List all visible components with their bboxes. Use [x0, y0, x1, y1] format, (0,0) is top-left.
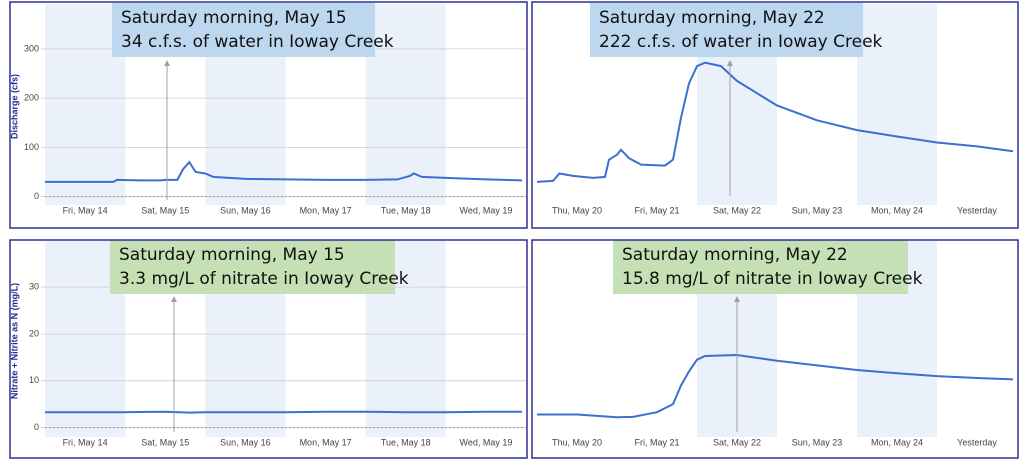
panel-border	[9, 1, 528, 229]
x-tick-label: Mon, May 24	[871, 437, 923, 447]
y-axis-label: Nitrate + Nitrite as N (mg/L)	[9, 283, 19, 399]
y-tick-label: 200	[24, 93, 39, 103]
x-tick-label: Wed, May 19	[459, 437, 512, 447]
x-tick-label: Sat, May 22	[713, 205, 761, 215]
y-tick-label: 20	[29, 328, 39, 338]
annotation-box	[110, 240, 395, 294]
annotation-text: 34 c.f.s. of water in Ioway Creek	[121, 32, 394, 52]
panel-border	[531, 239, 1019, 459]
y-tick-label: 0	[34, 422, 39, 432]
x-tick-label: Sun, May 16	[220, 205, 271, 215]
data-line	[537, 353, 1014, 419]
x-tick-label: Tue, May 18	[381, 205, 431, 215]
x-tick-label: Fri, May 21	[634, 205, 679, 215]
data-line	[45, 160, 523, 183]
data-line	[536, 61, 1014, 183]
x-tick-label: Fri, May 14	[63, 205, 108, 215]
day-band	[857, 4, 937, 205]
annotation-text: Saturday morning, May 15	[119, 245, 345, 265]
x-tick-label: Thu, May 20	[552, 437, 602, 447]
x-tick-label: Fri, May 14	[63, 437, 108, 447]
x-tick-label: Sun, May 23	[792, 437, 843, 447]
y-tick-label: 10	[29, 375, 39, 385]
annotation-box	[590, 3, 863, 57]
annotation-text: Saturday morning, May 22	[599, 8, 825, 28]
arrow-head	[164, 60, 170, 66]
x-tick-label: Tue, May 18	[381, 437, 431, 447]
panel-border	[531, 1, 1019, 229]
annotation-box	[613, 240, 908, 294]
annotation-text: Saturday morning, May 22	[622, 245, 848, 265]
data-line	[45, 410, 522, 414]
arrow-head	[171, 296, 177, 302]
annotation-text: 3.3 mg/L of nitrate in Ioway Creek	[119, 269, 409, 289]
annotation-text: 222 c.f.s. of water in Ioway Creek	[599, 32, 883, 52]
x-tick-label: Sun, May 23	[792, 205, 843, 215]
x-tick-label: Sat, May 15	[141, 205, 189, 215]
x-tick-label: Mon, May 17	[300, 205, 352, 215]
x-tick-label: Mon, May 17	[300, 437, 352, 447]
day-band	[365, 4, 446, 205]
x-tick-label: Wed, May 19	[459, 205, 512, 215]
y-tick-label: 300	[24, 43, 39, 53]
arrow-head	[727, 60, 733, 66]
annotation-text: Saturday morning, May 15	[121, 8, 347, 28]
x-tick-label: Fri, May 21	[634, 437, 679, 447]
x-tick-label: Yesterday	[957, 205, 997, 215]
x-tick-label: Sat, May 15	[141, 437, 189, 447]
x-tick-label: Thu, May 20	[552, 205, 602, 215]
y-tick-label: 0	[34, 191, 39, 201]
day-band	[45, 4, 126, 205]
x-tick-label: Sun, May 16	[220, 437, 271, 447]
panel-border	[9, 239, 528, 459]
arrow-head	[734, 296, 740, 302]
x-tick-label: Mon, May 24	[871, 205, 923, 215]
annotation-text: 15.8 mg/L of nitrate in Ioway Creek	[622, 269, 923, 289]
annotation-box	[112, 3, 375, 57]
x-tick-label: Sat, May 22	[713, 437, 761, 447]
y-tick-label: 30	[29, 282, 39, 292]
y-axis-label: Discharge (cfs)	[9, 74, 19, 139]
x-tick-label: Yesterday	[957, 437, 997, 447]
y-tick-label: 100	[24, 142, 39, 152]
